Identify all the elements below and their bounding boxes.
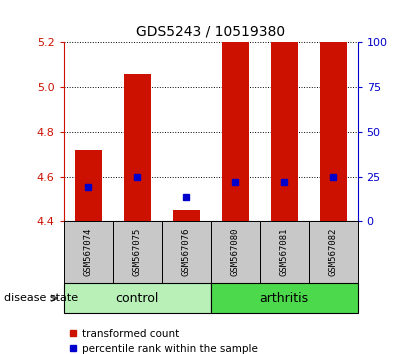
Text: control: control [115,292,159,305]
Bar [75,150,102,221]
Text: disease state: disease state [4,293,78,303]
Bar [309,221,358,283]
Bar [124,74,151,221]
Text: GSM567075: GSM567075 [133,228,142,276]
Bar [64,221,113,283]
Bar [260,221,309,283]
Bar [211,283,358,313]
Bar [270,42,298,221]
Bar [162,221,211,283]
Bar [320,42,346,221]
Text: GSM567076: GSM567076 [182,228,191,276]
Text: arthritis: arthritis [259,292,309,305]
Title: GDS5243 / 10519380: GDS5243 / 10519380 [136,24,285,39]
Text: GSM567081: GSM567081 [279,228,289,276]
Text: GSM567074: GSM567074 [84,228,93,276]
Text: GSM567082: GSM567082 [328,228,337,276]
Bar [113,221,162,283]
Text: GSM567080: GSM567080 [231,228,240,276]
Bar [211,221,260,283]
Bar [222,42,249,221]
Legend: transformed count, percentile rank within the sample: transformed count, percentile rank withi… [69,329,259,354]
Bar [173,210,200,221]
Bar [64,283,210,313]
